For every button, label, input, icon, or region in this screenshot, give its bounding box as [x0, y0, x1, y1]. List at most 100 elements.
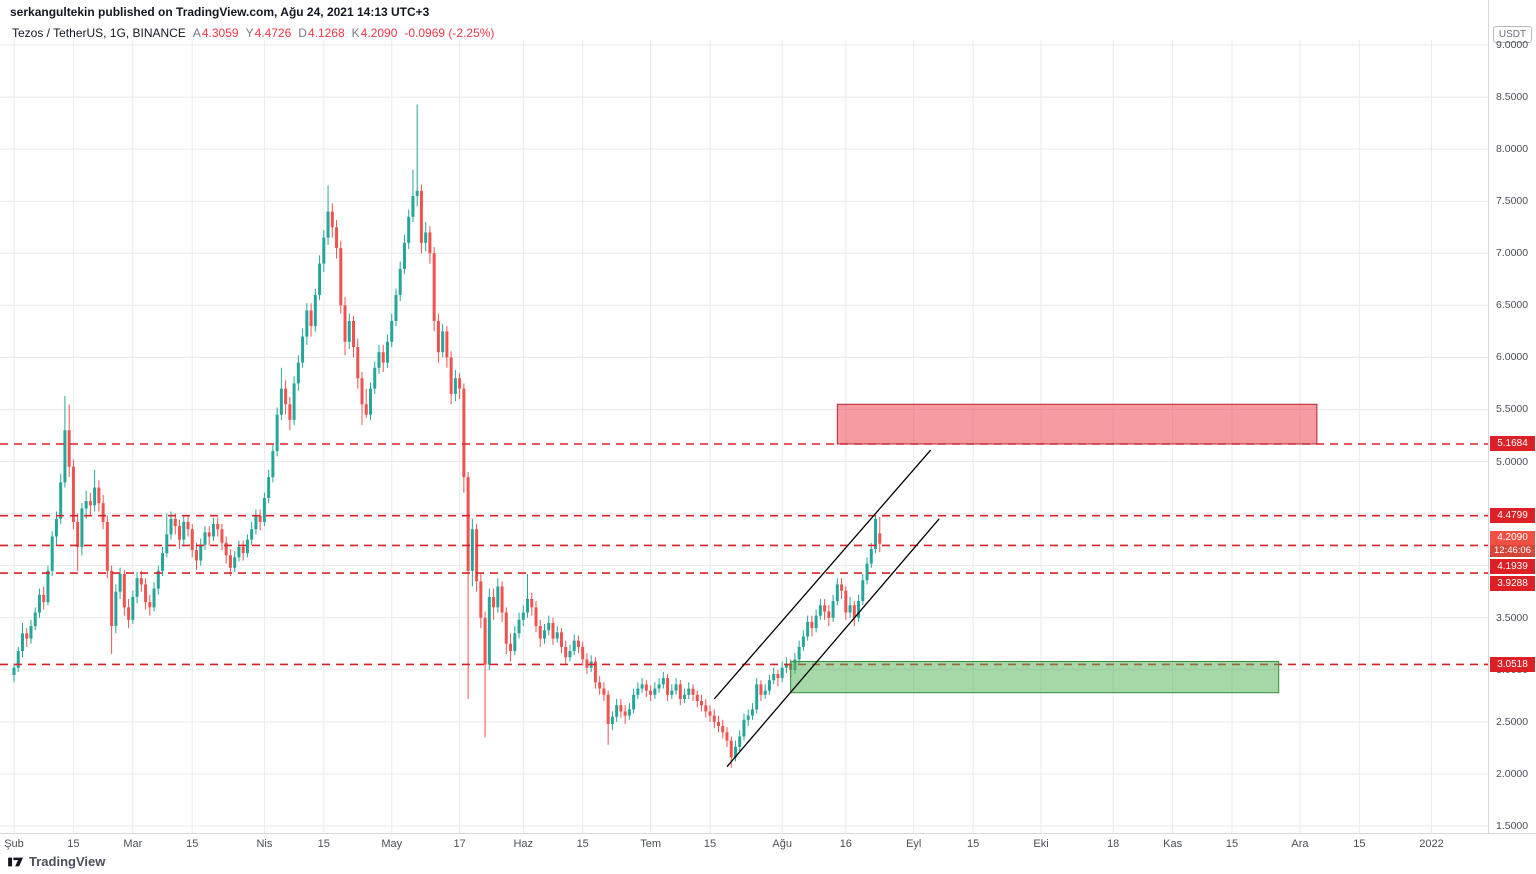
candle-body	[186, 521, 190, 530]
candle-body	[105, 521, 109, 571]
candle-body	[547, 622, 551, 631]
candle-body	[721, 726, 725, 733]
candle-body	[373, 367, 377, 389]
candle-body	[814, 615, 818, 629]
candle-body	[16, 651, 20, 668]
candle-body	[797, 646, 801, 660]
candle-body	[161, 553, 165, 571]
price-tick-label: 7.5000	[1496, 195, 1529, 208]
candle-body	[835, 584, 839, 602]
trendline-2[interactable]	[726, 518, 940, 768]
candle-body	[572, 640, 576, 652]
candle-body	[224, 542, 228, 556]
candle-body	[878, 533, 882, 544]
candle-body	[632, 694, 636, 710]
candle-body	[695, 694, 699, 702]
price-axis[interactable]: USDT 9.0000 8.5000 8.0000 7.5000 7.0000 6.500…	[1488, 0, 1536, 833]
time-tick-label: Nis	[256, 838, 273, 850]
candle-body	[767, 680, 771, 691]
candle-body	[746, 715, 750, 720]
candle-body	[326, 211, 330, 238]
candle-body	[364, 404, 368, 415]
candle-body	[593, 661, 597, 683]
candle-body	[42, 594, 46, 603]
price-tick-label: 6.5000	[1496, 299, 1529, 312]
candle-body	[729, 740, 733, 758]
time-tick-label: Şub	[4, 838, 24, 850]
candle-body	[233, 557, 237, 568]
candle-body	[453, 378, 457, 394]
time-axis[interactable]: Şub 15 Mar 15 Nis 15 May 17 Haz 15 Tem 15 Ağu 16 Eyl 15…	[0, 833, 1536, 854]
candle-body	[76, 521, 80, 547]
price-level-badge: 4.4799	[1490, 508, 1535, 524]
resistance-zone[interactable]	[836, 403, 1318, 445]
candle-body	[653, 688, 657, 695]
candle-body	[173, 518, 177, 527]
candle-body	[462, 388, 466, 478]
candle-body	[398, 268, 402, 295]
candle-body	[279, 388, 283, 415]
candle-body	[114, 591, 118, 627]
candle-body	[759, 684, 763, 695]
candle-body	[360, 378, 364, 405]
candle-body	[97, 487, 101, 504]
support-zone[interactable]	[790, 660, 1280, 694]
candle-body	[619, 705, 623, 712]
candle-body	[644, 684, 648, 691]
candle-body	[717, 721, 721, 727]
bar-countdown: 12:46:06	[1490, 544, 1535, 557]
symbol-title[interactable]: Tezos / TetherUS, 1G, BINANCE	[12, 26, 186, 40]
currency-toggle-button[interactable]: USDT	[1493, 26, 1532, 43]
candle-body	[606, 694, 610, 724]
trendline-1[interactable]	[713, 449, 932, 700]
candle-body	[12, 667, 16, 676]
price-tick-label: 8.5000	[1496, 91, 1529, 104]
time-tick-label: May	[381, 838, 403, 850]
candle-body	[831, 601, 835, 618]
price-level-badge: 5.1684	[1490, 436, 1535, 452]
candle-body	[245, 539, 249, 554]
candle-body	[37, 594, 41, 613]
candle-body	[258, 515, 262, 522]
candle-body	[88, 501, 92, 506]
candle-body	[517, 619, 521, 634]
tradingview-logo-icon	[8, 857, 23, 866]
candle-body	[84, 501, 88, 509]
candle-body	[156, 570, 160, 589]
candle-body	[670, 690, 674, 695]
candle-body	[33, 612, 37, 627]
candle-body	[190, 529, 194, 551]
candle-body	[509, 643, 513, 652]
candle-body	[165, 534, 169, 554]
candle-body	[823, 605, 827, 612]
candle-body	[80, 508, 84, 547]
tradingview-wordmark: TradingView	[29, 854, 106, 869]
candle-body	[216, 524, 220, 530]
candlestick-series[interactable]	[12, 104, 882, 768]
tradingview-attribution[interactable]: TradingView	[8, 854, 105, 869]
time-tick-label: 15	[1225, 838, 1239, 850]
candle-body	[848, 605, 852, 613]
time-tick-label: 17	[453, 838, 466, 850]
candle-body	[449, 357, 453, 394]
candle-body	[445, 331, 449, 358]
symbol-info-bar: Tezos / TetherUS, 1G, BINANCE A4.3059 Y4…	[12, 26, 494, 40]
candle-body	[377, 352, 381, 368]
candle-body	[733, 746, 737, 758]
badge-price-text: 3.0518	[1497, 658, 1528, 670]
candle-body	[288, 404, 292, 420]
time-tick-label: Eki	[1033, 838, 1049, 850]
candle-body	[492, 596, 496, 608]
candle-body	[861, 580, 865, 602]
candle-body	[810, 621, 814, 629]
candle-body	[470, 529, 474, 571]
horizontal-level-lines	[0, 443, 1488, 666]
candle-body	[700, 701, 704, 706]
candle-body	[296, 362, 300, 384]
time-tick-label: 2022	[1419, 838, 1444, 850]
candle-body	[318, 263, 322, 295]
candle-body	[267, 477, 271, 498]
candle-body	[475, 529, 479, 582]
candle-body	[352, 320, 356, 347]
